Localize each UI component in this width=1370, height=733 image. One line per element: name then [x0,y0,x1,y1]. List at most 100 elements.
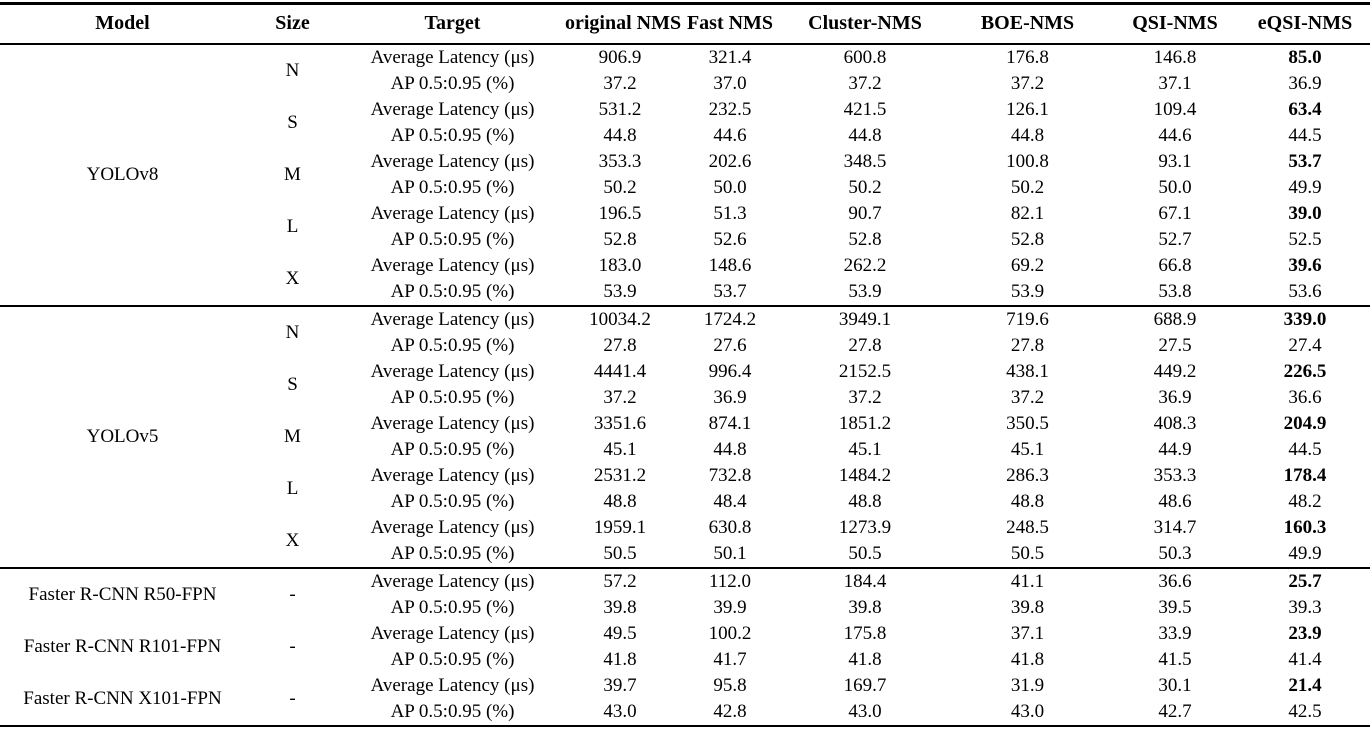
ap-value-cell: 43.0 [603,700,637,722]
target-latency-cell: Average Latency (μs) [370,516,535,538]
target-ap-cell: AP 0.5:0.95 (%) [390,124,515,146]
latency-value-cell: 36.6 [1110,566,1240,595]
ap-value-cell: 41.8 [603,648,637,670]
ap-value-cell: 27.8 [848,334,882,356]
header-cell: BOE-NMS [980,12,1075,35]
latency-value-cell: 2531.2 [593,464,647,486]
table-row: AP 0.5:0.95 (%) 39.8 39.9 39.8 39.8 39.5 39.3 [0,595,1370,621]
table-row: YOLOv5 N Average Latency (μs) 10034.2 1724.2… [0,304,1370,568]
size-cell: L [286,215,299,237]
ap-value-cell: 50.2 [1010,176,1045,198]
size-cell: - [245,566,340,621]
latency-value-cell: 95.8 [713,674,747,696]
latency-value-cell: 66.8 [1158,254,1192,276]
ap-value-cell: 50.2 [603,176,637,198]
table-row: X Average Latency (μs) 1959.1 630.8 1273.9 24… [0,515,1370,551]
table-row: L Average Latency (μs) 196.5 51.3 90.7 82.1 67… [0,201,1370,237]
ap-value-cell: 43.0 [848,700,882,722]
latency-value-cell: 37.1 [1010,622,1045,644]
ap-value-cell: 39.8 [603,596,637,618]
ap-value-cell: 36.9 [1288,72,1322,94]
ap-value-cell: 52.5 [1288,228,1322,250]
ap-value-cell: 39.5 [1158,596,1192,618]
latency-value-cell: 112.0 [675,566,785,595]
ap-value-cell: 36.9 [1158,386,1192,408]
header-cell: eQSI-NMS [1257,12,1353,35]
ap-value-cell: 44.5 [1288,438,1322,460]
latency-value-cell: 353.3 [1153,464,1197,486]
ap-value-cell: 37.2 [848,72,882,94]
size-cell: - [289,687,296,709]
table-row: AP 0.5:0.95 (%) 53.9 53.7 53.9 53.9 53.8 53.6 [0,279,1370,306]
size-cell: M [284,163,301,185]
ap-value-cell: 48.8 [848,490,882,512]
latency-value-cell: 321.4 [708,46,752,68]
ap-value-cell: 44.5 [1288,124,1322,146]
ap-value-cell: 39.3 [1288,596,1322,618]
latency-value-cell: 286.3 [1006,464,1049,486]
ap-value-cell: 44.8 [848,124,882,146]
latency-value-cell: 874.1 [708,412,752,434]
target-ap-cell: AP 0.5:0.95 (%) [390,596,515,618]
latency-value-cell: 184.4 [785,566,945,595]
target-latency-cell: Average Latency (μs) [370,202,535,224]
ap-value-cell: 37.2 [1010,72,1045,94]
size-cell: S [287,111,298,133]
latency-value-cell: 39.0 [1288,202,1322,224]
ap-value-cell: 52.8 [848,228,882,250]
latency-value-cell: 100.8 [1006,150,1049,172]
ap-value-cell: 50.5 [1010,542,1045,564]
ap-value-cell: 44.9 [1158,438,1192,460]
ap-value-cell: 52.6 [713,228,747,250]
latency-value-cell: 57.2 [565,566,675,595]
latency-value-cell: 438.1 [1006,360,1049,382]
target-latency-cell: Average Latency (μs) [370,150,535,172]
latency-value-cell: 39.6 [1288,254,1322,276]
target-latency-cell: Average Latency (μs) [370,46,535,68]
table-row: AP 0.5:0.95 (%) 50.5 50.1 50.5 50.5 50.3 49.9 [0,541,1370,568]
ap-value-cell: 37.2 [1010,386,1045,408]
ap-value-cell: 42.5 [1288,700,1322,722]
ap-value-cell: 45.1 [603,438,637,460]
table-row: AP 0.5:0.95 (%) 37.2 36.9 37.2 37.2 36.9 36.6 [0,385,1370,411]
latency-value-cell: 204.9 [1283,412,1327,434]
latency-value-cell: 21.4 [1288,674,1322,696]
latency-value-cell: 178.4 [1283,464,1327,486]
table-row: M Average Latency (μs) 3351.6 874.1 1851.2 35… [0,411,1370,447]
model-cell: YOLOv8 [86,163,159,185]
latency-value-cell: 196.5 [598,202,642,224]
ap-value-cell: 52.8 [603,228,637,250]
latency-value-cell: 85.0 [1288,46,1322,68]
latency-value-cell: 148.6 [708,254,752,276]
ap-value-cell: 48.2 [1288,490,1322,512]
latency-value-cell: 2152.5 [838,360,892,382]
latency-value-cell: 202.6 [708,150,752,172]
ap-value-cell: 48.8 [603,490,637,512]
table-row: L Average Latency (μs) 2531.2 732.8 1484.2 28… [0,463,1370,499]
ap-value-cell: 43.0 [1010,700,1045,722]
target-ap-cell: AP 0.5:0.95 (%) [390,280,515,302]
table-body: YOLOv8 N Average Latency (μs) 906.9 321.4 600… [0,44,1370,726]
ap-value-cell: 42.8 [713,700,747,722]
latency-value-cell: 51.3 [713,202,747,224]
latency-value-cell: 232.5 [708,98,752,120]
latency-value-cell: 732.8 [708,464,752,486]
ap-value-cell: 50.1 [713,542,747,564]
latency-value-cell: 39.7 [603,674,637,696]
ap-value-cell: 48.8 [1010,490,1045,512]
target-latency-cell: Average Latency (μs) [370,254,535,276]
latency-value-cell: 49.5 [603,622,637,644]
latency-value-cell: 906.9 [598,46,642,68]
latency-value-cell: 41.1 [945,566,1110,595]
latency-value-cell: 350.5 [1006,412,1049,434]
ap-value-cell: 53.9 [603,280,637,302]
table-row: AP 0.5:0.95 (%) 52.8 52.6 52.8 52.8 52.7 52.5 [0,227,1370,253]
target-ap-cell: AP 0.5:0.95 (%) [390,700,515,722]
ap-value-cell: 45.1 [1010,438,1045,460]
latency-value-cell: 82.1 [1010,202,1045,224]
target-ap-cell: AP 0.5:0.95 (%) [390,386,515,408]
ap-value-cell: 37.2 [603,386,637,408]
header-cell: Fast NMS [686,12,774,35]
